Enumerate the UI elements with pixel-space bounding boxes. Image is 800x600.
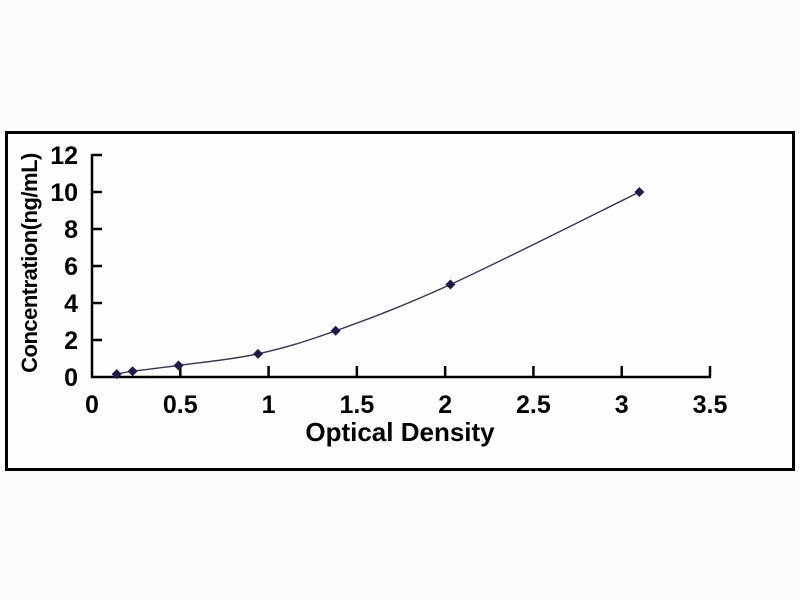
y-tick-label: 2 — [64, 327, 78, 355]
x-tick-label: 1 — [262, 391, 276, 419]
y-tick-label: 8 — [64, 216, 78, 244]
axis-spine — [90, 154, 711, 379]
y-tick-label: 4 — [64, 290, 78, 318]
x-tick-label: 3.5 — [693, 391, 728, 419]
data-point-marker — [634, 187, 645, 197]
y-tick-label: 6 — [64, 253, 78, 281]
x-tick-label: 0.5 — [163, 391, 198, 419]
y-axis-title-text: Concentration(ng/mL) — [17, 153, 42, 373]
data-point-marker — [127, 366, 138, 377]
data-point-marker — [111, 369, 122, 380]
x-tick-label: 3 — [615, 391, 629, 419]
x-tick-label: 2 — [438, 391, 452, 419]
chart-frame — [5, 131, 795, 471]
x-tick-label: 1.5 — [339, 391, 374, 419]
x-tick-label: 0 — [85, 391, 99, 419]
y-tick-label: 0 — [64, 364, 78, 392]
data-point-marker — [330, 325, 341, 336]
data-point-marker — [252, 348, 263, 359]
x-axis-title: Optical Density — [305, 417, 495, 447]
curve-line — [116, 191, 640, 375]
y-tick-label: 12 — [50, 142, 78, 170]
x-tick-label: 2.5 — [516, 391, 551, 419]
data-point-marker — [445, 279, 456, 290]
data-point-marker — [173, 360, 184, 371]
y-tick-label: 10 — [50, 179, 78, 207]
